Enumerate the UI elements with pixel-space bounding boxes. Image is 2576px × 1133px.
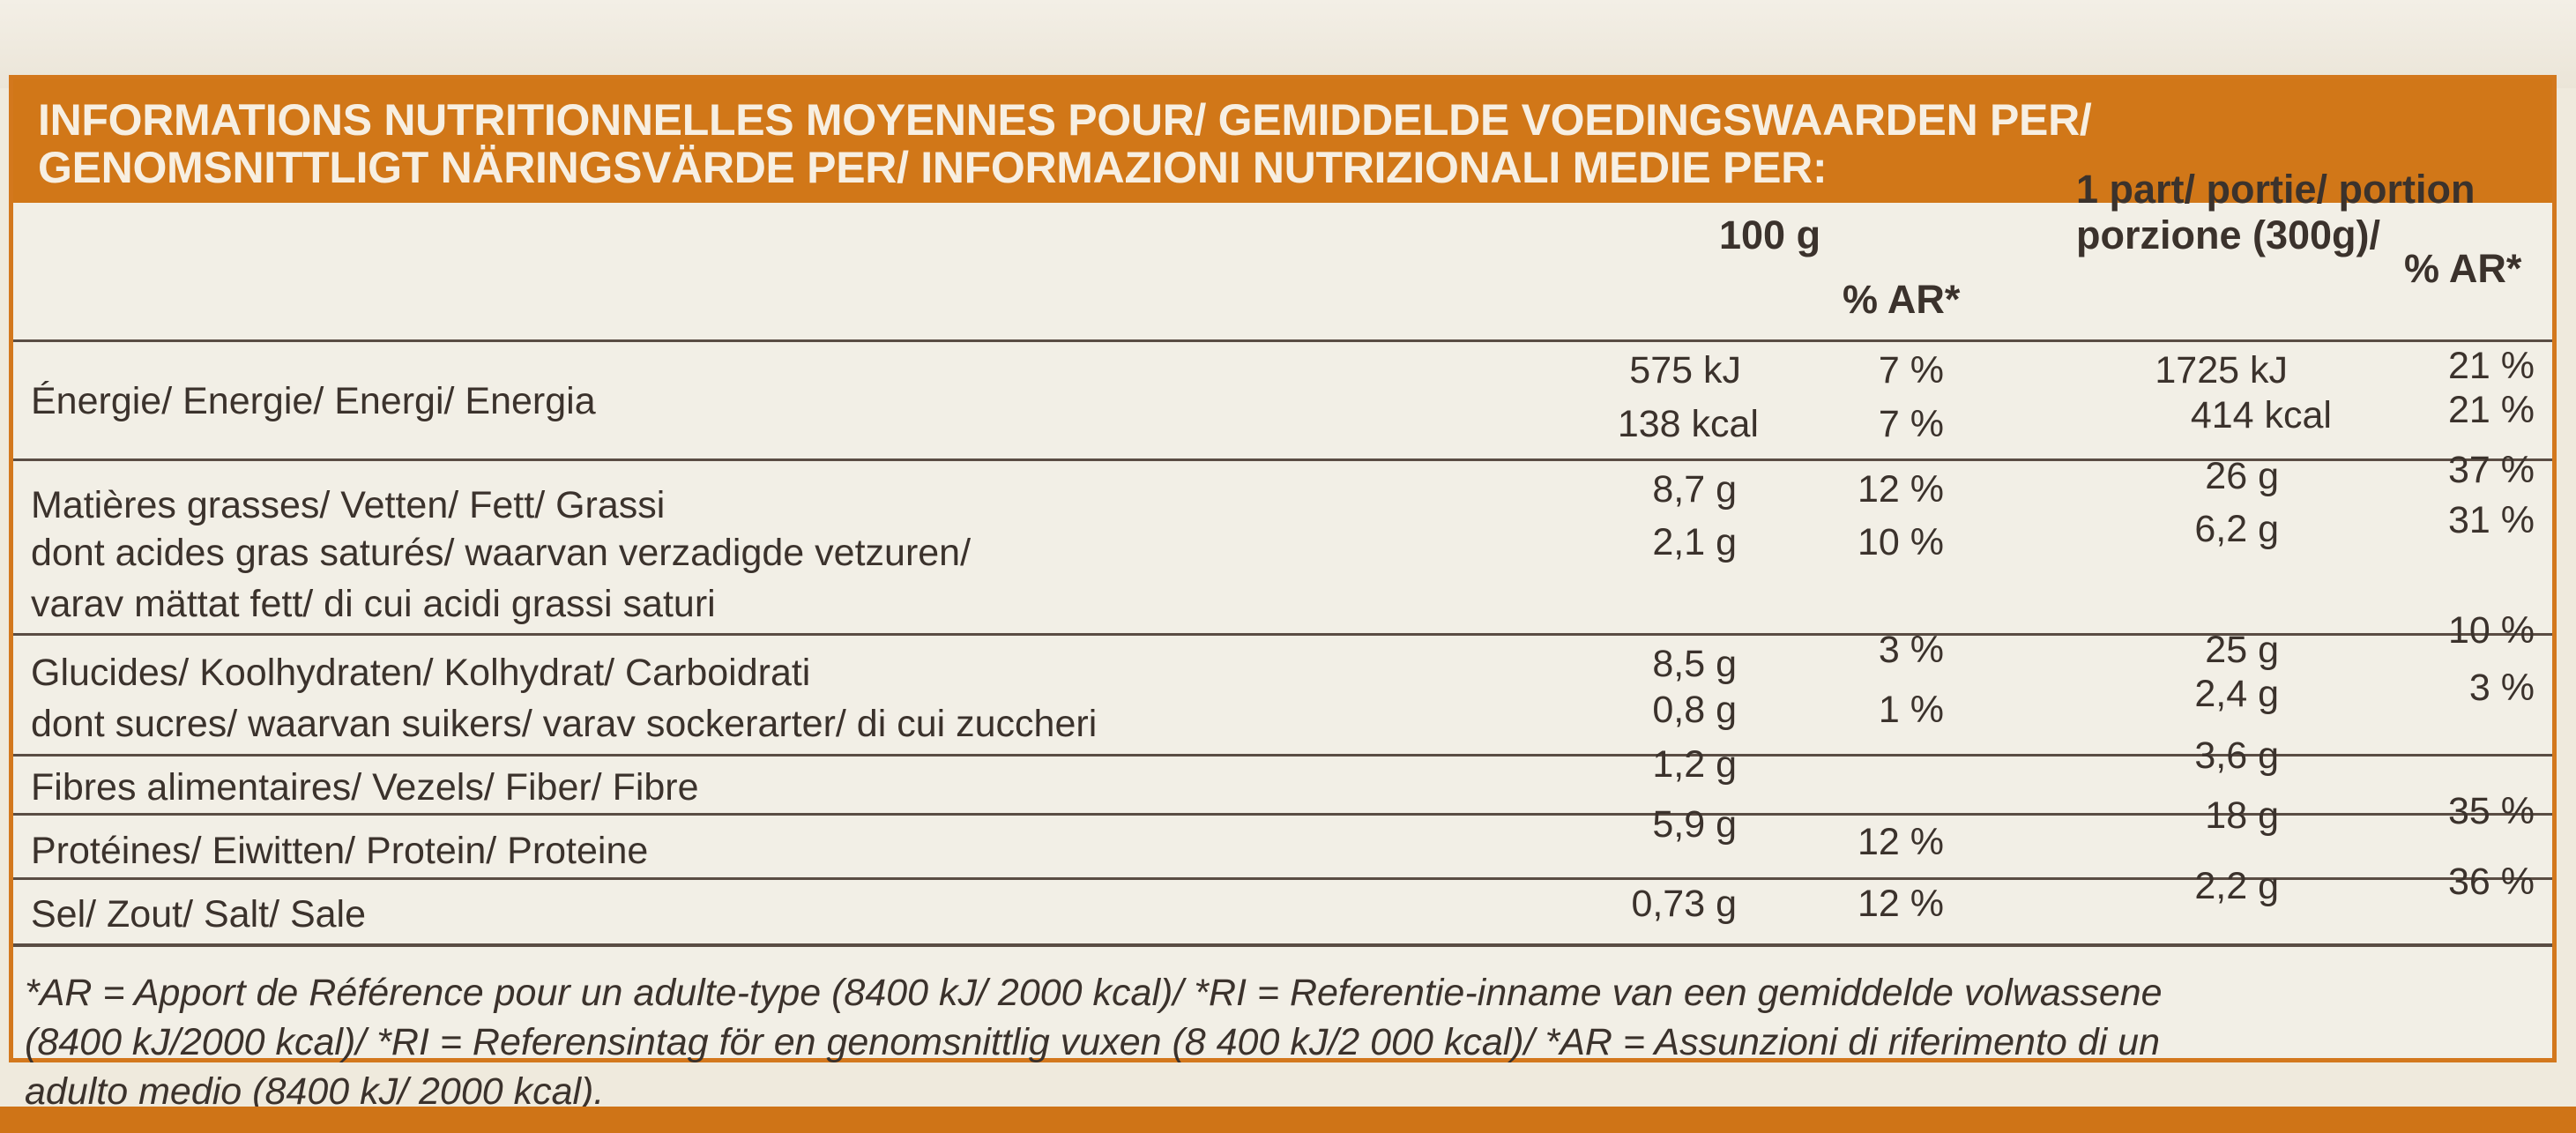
salt-ar: 12 % [1857,883,1944,925]
energy-kcal-portion: 414 kcal [2190,394,2332,436]
salt-portion-ar: 36 % [2447,861,2535,903]
protein-100g: 5,9 g [1652,803,1737,846]
sugars-ar: 1 % [1878,689,1944,731]
saturates-portion: 6,2 g [2194,508,2279,550]
carbs-ar: 3 % [1878,629,1944,671]
row-saturates-label-2: varav mättat fett/ di cui acidi grassi s… [31,583,716,625]
row-sugars-label: dont sucres/ waarvan suikers/ varav sock… [31,703,1098,745]
row-saturates-label-1: dont acides gras saturés/ waarvan verzad… [31,532,972,574]
row-carbs-label: Glucides/ Koolhydraten/ Kolhydrat/ Carbo… [31,652,811,694]
sugars-portion: 2,4 g [2194,673,2279,715]
footnote-line-2: (8400 kJ/2000 kcal)/ *RI = Referensintag… [25,1021,2161,1063]
divider-energy [13,458,2552,461]
saturates-ar: 10 % [1857,521,1944,563]
divider-table-end [13,943,2552,947]
protein-ar: 12 % [1857,821,1944,863]
col-header-ar-100g: % AR* [1843,277,1961,322]
salt-100g: 0,73 g [1631,883,1737,925]
fibre-portion: 3,6 g [2194,734,2279,777]
salt-portion: 2,2 g [2194,865,2279,907]
fibre-100g: 1,2 g [1652,743,1737,786]
divider-fibre [13,813,2552,816]
row-salt-label: Sel/ Zout/ Salt/ Sale [31,893,367,935]
row-energy-label: Énergie/ Energie/ Energi/ Energia [31,380,596,422]
col-header-100g: 100 g [1719,212,1821,257]
col-header-portion-line2: porzione (300g)/ [2076,212,2381,257]
carbs-portion-ar: 10 % [2447,609,2535,652]
fat-100g: 8,7 g [1652,468,1737,511]
col-header-ar-portion: % AR* [2404,246,2522,291]
energy-kcal-portion-ar: 21 % [2447,389,2535,431]
photo-background [0,0,2576,88]
fat-portion-ar: 37 % [2447,449,2535,491]
bottom-orange-band [0,1107,2576,1133]
energy-kcal-100g: 138 kcal [1617,403,1759,445]
divider-fat [13,633,2552,636]
sugars-100g: 0,8 g [1652,689,1737,731]
saturates-100g: 2,1 g [1652,521,1737,563]
energy-kj-100g: 575 kJ [1629,349,1741,391]
protein-portion-ar: 35 % [2447,790,2535,832]
fat-ar: 12 % [1857,468,1944,511]
header-line-1: INFORMATIONS NUTRITIONNELLES MOYENNES PO… [38,95,2092,145]
divider-carbs [13,754,2552,757]
nutrition-panel: INFORMATIONS NUTRITIONNELLES MOYENNES PO… [9,75,2557,1062]
divider-protein [13,877,2552,880]
row-protein-label: Protéines/ Eiwitten/ Protein/ Proteine [31,830,649,872]
header-line-2: GENOMSNITTLIGT NÄRINGSVÄRDE PER/ INFORMA… [38,143,1828,192]
protein-portion: 18 g [2205,794,2279,837]
header-band: INFORMATIONS NUTRITIONNELLES MOYENNES PO… [13,79,2552,203]
footnote-line-1: *AR = Apport de Référence pour un adulte… [25,972,2163,1014]
carbs-portion: 25 g [2205,629,2279,671]
saturates-portion-ar: 31 % [2447,499,2535,541]
footnote: *AR = Apport de Référence pour un adulte… [25,968,2564,1116]
energy-kj-ar: 7 % [1878,349,1944,391]
energy-kj-portion: 1725 kJ [2155,349,2288,391]
fat-portion: 26 g [2205,455,2279,497]
energy-kj-portion-ar: 21 % [2447,345,2535,387]
divider-header [13,339,2552,342]
footnote-line-3: adulto medio (8400 kJ/ 2000 kcal). [25,1070,605,1113]
col-header-portion-line1: 1 part/ portie/ portion [2076,167,2475,212]
sugars-portion-ar: 3 % [2468,667,2535,709]
energy-kcal-ar: 7 % [1878,403,1944,445]
row-fat-label: Matières grasses/ Vetten/ Fett/ Grassi [31,484,666,526]
row-fibre-label: Fibres alimentaires/ Vezels/ Fiber/ Fibr… [31,766,699,809]
carbs-100g: 8,5 g [1652,643,1737,685]
